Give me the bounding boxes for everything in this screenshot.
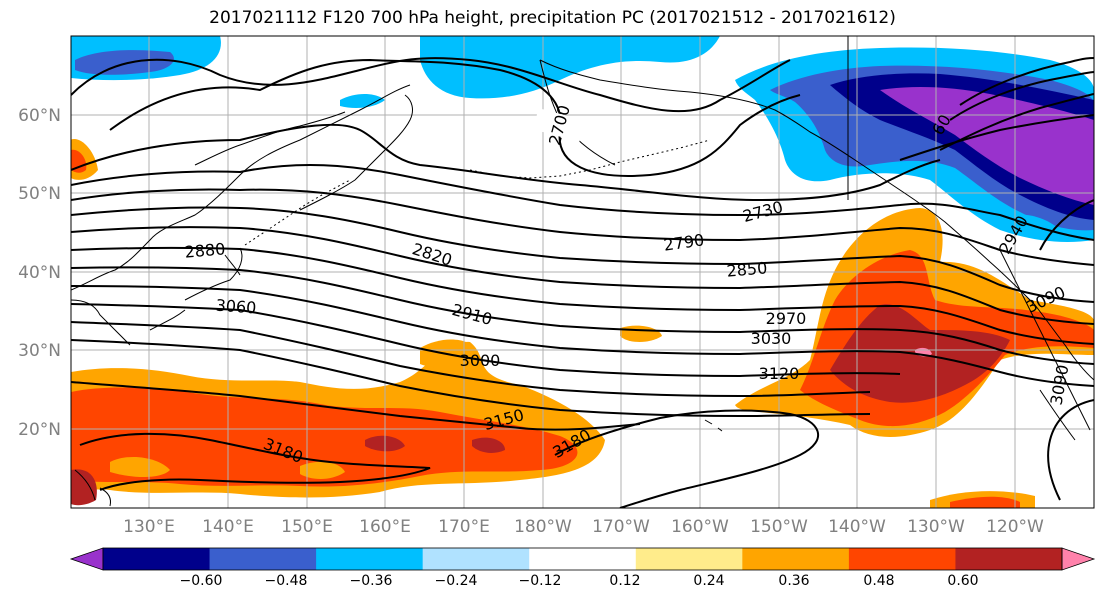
lat-label: 40°N <box>18 263 61 283</box>
lon-label: 180°W <box>514 517 572 537</box>
colorbar-segment <box>103 548 211 570</box>
colorbar-segment <box>955 548 1063 570</box>
colorbar-extend-right <box>1061 547 1096 571</box>
chart-title: 2017021112 F120 700 hPa height, precipit… <box>209 8 896 28</box>
lat-label: 20°N <box>18 420 61 440</box>
colorbar-tick: 0.24 <box>693 573 724 589</box>
map-panel: 2700 2730 2790 2820 2850 2880 2910 2940 … <box>71 36 1094 508</box>
colorbar: −0.60 −0.48 −0.36 −0.24 −0.12 0.12 0.24 … <box>69 547 1096 589</box>
colorbar-tick: 0.48 <box>863 573 894 589</box>
longitude-labels: 130°E 140°E 150°E 160°E 170°E 180°W 170°… <box>123 517 1044 537</box>
lon-label: 130°E <box>123 517 175 537</box>
lon-label: 130°W <box>907 517 965 537</box>
colorbar-segment <box>209 548 317 570</box>
colorbar-segment <box>742 548 850 570</box>
colorbar-tick: 0.36 <box>778 573 809 589</box>
contour-label: 3030 <box>751 329 792 348</box>
lon-label: 140°E <box>202 517 254 537</box>
lon-label: 140°W <box>828 517 886 537</box>
colorbar-segment <box>422 548 530 570</box>
lon-label: 160°E <box>359 517 411 537</box>
colorbar-tick: 0.60 <box>947 573 978 589</box>
colorbar-segment <box>635 548 743 570</box>
lon-label: 150°E <box>281 517 333 537</box>
colorbar-tick: −0.24 <box>435 573 478 589</box>
colorbar-segment <box>848 548 956 570</box>
colorbar-frame <box>102 547 1063 571</box>
lat-label: 50°N <box>18 184 61 204</box>
contour-label: 2970 <box>766 309 807 328</box>
map-frame <box>70 35 1095 509</box>
colorbar-tick: −0.48 <box>265 573 308 589</box>
lat-label: 60°N <box>18 106 61 126</box>
lon-label: 170°W <box>592 517 650 537</box>
lon-label: 150°W <box>750 517 808 537</box>
contour-label: 3120 <box>759 364 800 383</box>
latitude-labels: 60°N 50°N 40°N 30°N 20°N <box>18 106 61 440</box>
colorbar-tick: 0.12 <box>609 573 640 589</box>
colorbar-tick-labels: −0.60 −0.48 −0.36 −0.24 −0.12 0.12 0.24 … <box>180 573 979 589</box>
colorbar-extend-left <box>69 547 104 571</box>
colorbar-tick: −0.60 <box>180 573 223 589</box>
contour-label: 3060 <box>215 296 257 318</box>
colorbar-tick: −0.12 <box>519 573 562 589</box>
contour-label: 3000 <box>460 351 501 370</box>
colorbar-segment <box>316 548 424 570</box>
lon-label: 170°E <box>438 517 490 537</box>
height-contours <box>71 57 1094 508</box>
lon-label: 160°W <box>671 517 729 537</box>
lon-label: 120°W <box>986 517 1044 537</box>
colorbar-tick: −0.36 <box>350 573 393 589</box>
colorbar-segment <box>529 548 637 570</box>
contour-label: 2850 <box>726 258 768 280</box>
lat-label: 30°N <box>18 341 61 361</box>
contour-label: 2880 <box>184 239 226 261</box>
